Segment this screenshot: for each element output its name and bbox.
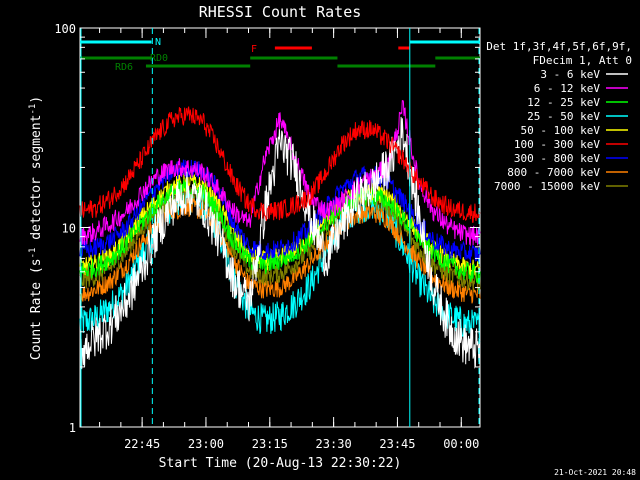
x-tick-label: 23:30	[316, 437, 352, 451]
y-tick-label: 100	[54, 22, 76, 36]
chart-title: RHESSI Count Rates	[199, 3, 362, 21]
legend-item: 100 - 300 keV	[514, 138, 628, 151]
legend-label: 3 - 6 keV	[540, 68, 600, 81]
legend-label: 25 - 50 keV	[527, 110, 600, 123]
y-tick-label: 10	[62, 222, 76, 236]
series-line-25-50-kev	[79, 185, 481, 343]
y-axis-label-end: )	[29, 96, 44, 104]
y-axis-label-mid: detector segment	[29, 115, 44, 248]
legend-label: 7000 - 15000 keV	[494, 180, 600, 193]
legend-item: 50 - 100 keV	[521, 124, 628, 137]
series-line-300-800-kev	[79, 159, 481, 264]
x-tick-label: 23:15	[252, 437, 288, 451]
y-axis-label-sup2: -1	[28, 104, 38, 115]
y-tick-label: 1	[69, 421, 76, 435]
annotation-rd6: RD6	[115, 62, 133, 73]
legend-item: 300 - 800 keV	[514, 152, 628, 165]
series-line-12-25-kev	[79, 178, 481, 284]
series-layer	[79, 100, 481, 370]
y-axis-label: Count Rate (s-1 detector segment-1)	[28, 96, 44, 360]
legend-header-line-2: FDecim 1, Att 0	[533, 54, 632, 67]
legend-header-line-1: Det 1f,3f,4f,5f,6f,9f,	[486, 40, 632, 53]
legend-item: 12 - 25 keV	[527, 96, 628, 109]
legend-label: 6 - 12 keV	[534, 82, 601, 95]
legend-item: 3 - 6 keV	[540, 68, 628, 81]
series-line-6-12-kev	[79, 100, 481, 246]
legend-item: 800 - 7000 keV	[507, 166, 628, 179]
x-axis-label: Start Time (20-Aug-13 22:30:22)	[159, 456, 402, 471]
legend-item: 7000 - 15000 keV	[494, 180, 628, 193]
y-axis-label-main: Count Rate (s	[29, 258, 44, 360]
series-line-3-6-kev	[79, 116, 481, 370]
legend: Det 1f,3f,4f,5f,6f,9f,FDecim 1, Att 03 -…	[486, 40, 632, 193]
legend-label: 100 - 300 keV	[514, 138, 600, 151]
annotations-layer: N RD0 RD6 F	[115, 37, 257, 73]
axis-ticks-layer: 1 10 100 22:45 23:00 23:15 23:30 23:45 00:00	[54, 22, 480, 451]
legend-label: 12 - 25 keV	[527, 96, 600, 109]
legend-label: 300 - 800 keV	[514, 152, 600, 165]
legend-label: 50 - 100 keV	[521, 124, 601, 137]
x-tick-label: 23:00	[188, 437, 224, 451]
annotation-f: F	[251, 44, 257, 55]
series-line-7000-15000-kev	[79, 184, 481, 292]
annotation-rd0: RD0	[150, 53, 168, 64]
timestamp: 21-Oct-2021 20:48	[554, 468, 636, 477]
legend-item: 6 - 12 keV	[534, 82, 628, 95]
x-tick-label: 22:45	[124, 437, 160, 451]
y-axis-label-sup: -1	[28, 248, 38, 259]
legend-label: 800 - 7000 keV	[507, 166, 600, 179]
plot-area: 1 10 100 22:45 23:00 23:15 23:30 23:45 00:00	[54, 22, 481, 451]
legend-item: 25 - 50 keV	[527, 110, 628, 123]
series-line-800-7000-kev	[79, 197, 481, 304]
annotation-n: N	[155, 37, 161, 48]
series-line-100-300-kev	[79, 106, 481, 223]
x-tick-label: 00:00	[443, 437, 479, 451]
x-tick-label: 23:45	[379, 437, 415, 451]
state-bars-layer	[80, 40, 480, 68]
